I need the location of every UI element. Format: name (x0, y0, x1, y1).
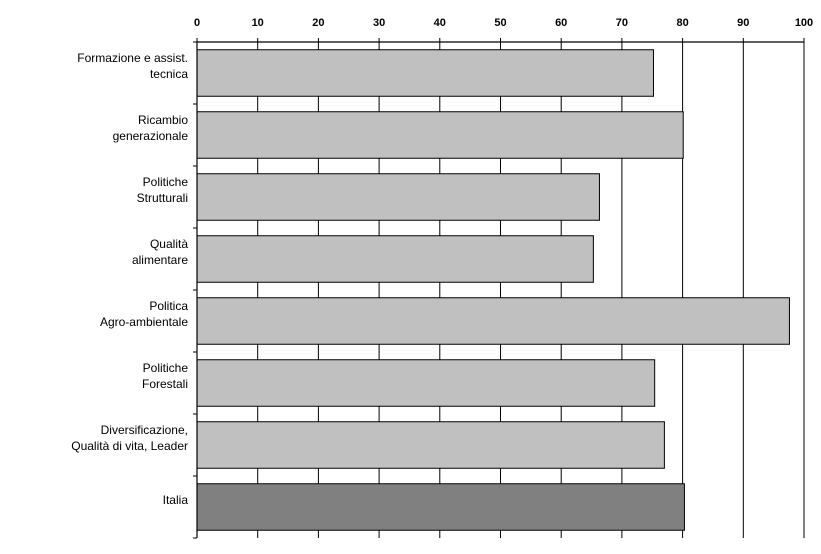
category-label-5-1: Forestali (142, 377, 188, 391)
x-tick-label-80: 80 (676, 17, 688, 29)
category-label-6-0: Diversificazione, (101, 423, 188, 437)
bars (196, 49, 790, 531)
category-label-7-0: Italia (163, 493, 189, 507)
bar-5 (196, 359, 656, 407)
x-tick-labels: 0 10 20 30 40 50 60 70 80 90 100 (194, 17, 813, 29)
x-tick-label-10: 10 (252, 17, 264, 29)
axes (193, 38, 805, 539)
category-label-3-1: alimentare (132, 253, 188, 267)
bar-4 (196, 297, 790, 345)
bar-7 (196, 483, 685, 531)
x-tick-label-100: 100 (795, 17, 813, 29)
bar-2 (196, 173, 600, 221)
x-tick-label-20: 20 (312, 17, 324, 29)
category-label-5-0: Politiche (143, 361, 189, 375)
x-tick-label-40: 40 (434, 17, 446, 29)
x-tick-label-50: 50 (494, 17, 506, 29)
category-label-2-0: Politiche (143, 175, 189, 189)
category-label-4-1: Agro-ambientale (100, 315, 188, 329)
category-label-6-1: Qualità di vita, Leader (71, 439, 188, 453)
x-tick-label-60: 60 (555, 17, 567, 29)
bar-1 (196, 111, 684, 159)
bar-0 (196, 49, 654, 97)
category-label-2-1: Strutturali (137, 191, 188, 205)
category-label-4-0: Politica (149, 299, 188, 313)
category-label-3-0: Qualità (150, 237, 188, 251)
bar-3 (196, 235, 594, 283)
x-tick-label-70: 70 (616, 17, 628, 29)
category-label-0-1: tecnica (150, 67, 188, 81)
category-label-1-1: generazionale (113, 129, 189, 143)
x-tick-label-0: 0 (194, 17, 200, 29)
category-label-0-0: Formazione e assist. (77, 51, 188, 65)
x-tick-label-90: 90 (737, 17, 749, 29)
bar-6 (196, 421, 665, 469)
x-tick-label-30: 30 (373, 17, 385, 29)
category-labels: Formazione e assist. tecnica Ricambio gener… (71, 51, 188, 507)
category-label-1-0: Ricambio (138, 113, 188, 127)
